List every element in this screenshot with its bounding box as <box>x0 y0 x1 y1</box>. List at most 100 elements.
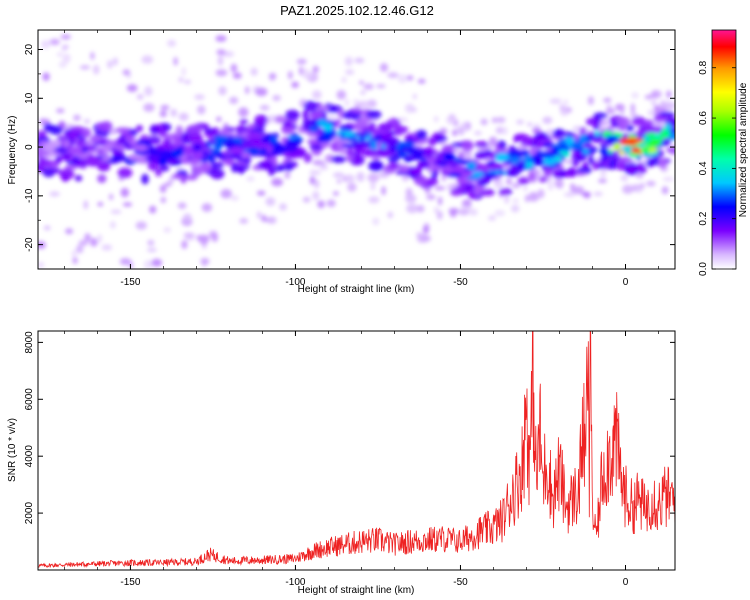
heat-cell <box>126 84 138 92</box>
heat-cell <box>178 77 184 83</box>
heat-cell <box>224 158 235 166</box>
heat-cell <box>143 260 154 269</box>
heat-cell <box>321 129 336 139</box>
heat-cell <box>38 157 47 166</box>
heat-cell <box>319 141 332 148</box>
heat-cell <box>353 98 360 106</box>
heat-cell <box>42 144 56 152</box>
heat-cell <box>222 139 237 147</box>
heat-cell <box>141 55 154 64</box>
heat-cell <box>61 173 70 182</box>
heat-cell <box>218 86 227 96</box>
heat-cell <box>424 178 439 186</box>
heat-cell <box>178 112 189 121</box>
heat-cell <box>317 105 330 111</box>
heat-cell <box>106 159 120 164</box>
heat-cell <box>446 184 453 191</box>
snr-panel: -150 -100 -50 0 2000 4000 6000 8000 Height of … <box>7 330 676 596</box>
heat-cell <box>358 132 371 138</box>
heat-cell <box>464 183 477 192</box>
heat-cell <box>467 161 477 170</box>
x-tick-label: -100 <box>285 277 305 288</box>
heat-cell <box>283 150 298 160</box>
heat-cell <box>491 117 497 124</box>
heat-cell <box>512 198 519 203</box>
heat-cell <box>361 127 376 133</box>
heat-cell <box>216 116 222 122</box>
heat-cell <box>90 237 98 247</box>
heat-cell <box>78 239 89 246</box>
heat-cell <box>113 150 124 155</box>
x-tick-label: 0 <box>623 577 629 588</box>
colorbar-tick-label: 0.8 <box>698 60 709 74</box>
heat-cell <box>397 74 407 84</box>
heat-cell <box>119 258 132 266</box>
heat-cell <box>265 197 276 207</box>
heat-cell <box>259 105 270 111</box>
y-tick-label: 4000 <box>24 445 35 468</box>
heat-cell <box>181 240 188 250</box>
heat-cell <box>525 162 533 169</box>
heat-cell <box>605 108 616 115</box>
heat-cell <box>571 160 580 167</box>
colorbar-tick-label: 0.2 <box>698 211 709 225</box>
heat-cell <box>210 168 225 180</box>
heat-cell <box>445 165 453 174</box>
heat-cell <box>618 150 625 155</box>
heat-cell <box>149 149 157 156</box>
heat-cell <box>337 108 344 115</box>
heat-cell <box>318 165 329 171</box>
heat-cell <box>648 147 658 153</box>
heat-cell <box>181 67 186 77</box>
heat-cell <box>406 203 419 214</box>
heat-cell <box>661 186 669 195</box>
heat-cell <box>488 215 496 221</box>
heat-cell <box>642 122 654 132</box>
heat-cell <box>592 137 602 143</box>
heat-cell <box>653 105 659 111</box>
y-tick-label: 2000 <box>24 502 35 525</box>
heat-cell <box>505 151 522 157</box>
heat-cell <box>625 137 639 146</box>
heat-cell <box>346 148 355 157</box>
heat-cell <box>620 174 629 182</box>
heat-cell <box>323 123 334 132</box>
heat-cell <box>607 164 618 170</box>
heat-cell <box>147 239 155 246</box>
heat-cell <box>211 232 219 243</box>
heat-cell <box>628 152 641 158</box>
heat-cell <box>363 83 374 90</box>
heat-cell <box>446 116 456 125</box>
snr-x-label: Height of straight line (km) <box>298 585 415 596</box>
heat-cell <box>90 51 95 60</box>
spectrogram-x-label: Height of straight line (km) <box>298 284 415 295</box>
heat-cell <box>84 233 91 242</box>
heat-cell <box>456 176 466 183</box>
y-tick-label: 10 <box>24 92 35 104</box>
heat-cell <box>417 160 430 169</box>
heat-cell <box>455 126 464 135</box>
x-tick-label: -50 <box>453 277 468 288</box>
heat-cell <box>481 175 490 183</box>
heat-cell <box>72 155 80 165</box>
heat-cell <box>502 126 508 136</box>
heat-cell <box>472 171 485 177</box>
heat-cell <box>538 176 548 183</box>
heat-cell <box>48 125 63 135</box>
heat-cell <box>386 163 402 170</box>
heat-cell <box>520 149 530 156</box>
heat-cell <box>551 146 559 156</box>
heat-cell <box>97 234 103 243</box>
heat-cell <box>549 98 562 104</box>
heat-cell <box>184 232 195 241</box>
heat-cell <box>149 205 157 214</box>
heat-cell <box>527 122 532 127</box>
heat-cell <box>43 225 51 231</box>
heat-cell <box>197 105 206 115</box>
heat-cell <box>109 221 116 229</box>
heat-cell <box>93 64 100 75</box>
heat-cell <box>620 109 625 115</box>
heat-cell <box>283 120 292 128</box>
heat-cell <box>62 44 69 50</box>
heat-cell <box>563 99 569 106</box>
